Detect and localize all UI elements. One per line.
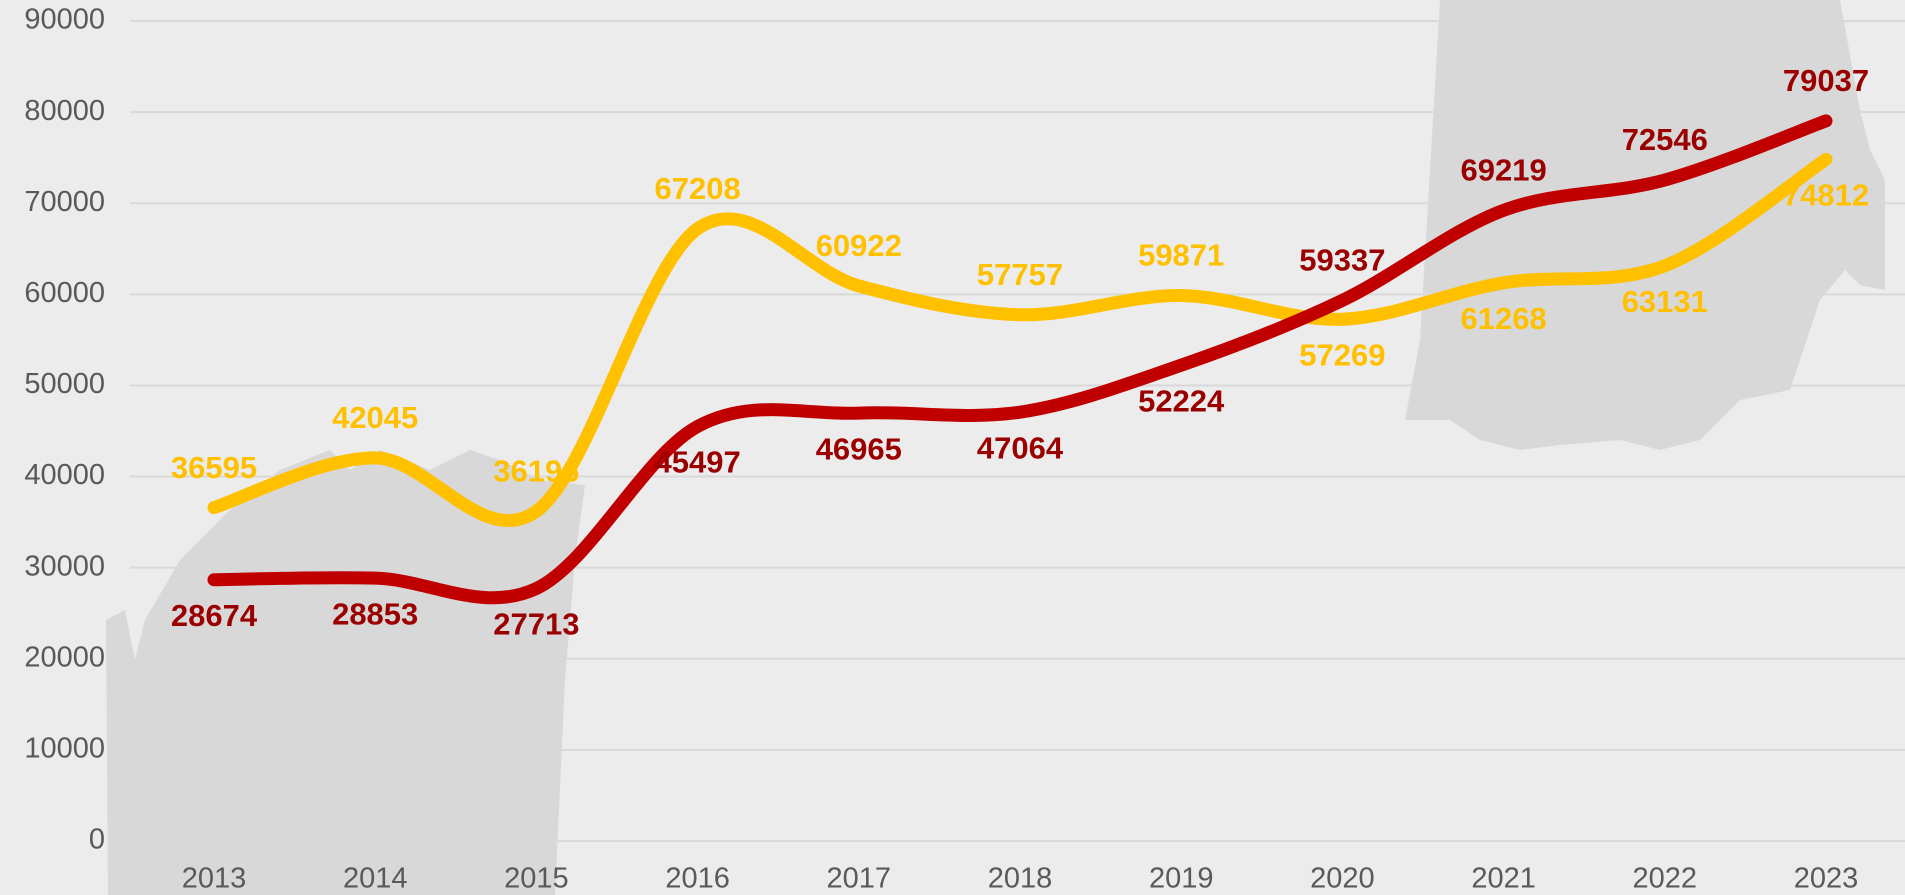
data-label: 74812: [1783, 178, 1869, 213]
grid: 0 10000 20000 30000 40000 50000 60000 70000 8000…: [24, 4, 1905, 895]
y-tick-label: 60000: [24, 277, 105, 309]
x-tick-label: 2015: [504, 863, 569, 895]
data-label: 42045: [332, 400, 418, 435]
data-label: 36595: [171, 450, 257, 485]
series-line: [207, 114, 1833, 605]
lines: [207, 114, 1833, 605]
x-tick-label: 2013: [182, 863, 247, 895]
data-label: 60922: [816, 228, 902, 263]
data-label: 67208: [654, 171, 740, 206]
labels: 36595 42045 36196 67208 60922 57757 59871 57269…: [171, 63, 1869, 642]
x-tick-label: 2023: [1794, 863, 1859, 895]
y-tick-label: 30000: [24, 550, 105, 582]
data-label: 57757: [977, 257, 1063, 292]
x-tick-label: 2014: [343, 863, 408, 895]
y-tick-label: 80000: [24, 95, 105, 127]
y-tick-label: 0: [89, 824, 105, 856]
y-tick-label: 20000: [24, 641, 105, 673]
data-label: 46965: [816, 431, 902, 466]
y-tick-label: 40000: [24, 459, 105, 491]
y-tick-label: 90000: [24, 4, 105, 36]
data-label: 59871: [1138, 238, 1224, 273]
series-line: [207, 152, 1833, 528]
x-tick-label: 2021: [1471, 863, 1536, 895]
data-label: 72546: [1622, 122, 1708, 157]
data-label: 28853: [332, 596, 418, 631]
data-label: 57269: [1299, 337, 1385, 372]
x-tick-label: 2020: [1310, 863, 1375, 895]
x-tick-label: 2018: [988, 863, 1053, 895]
data-label: 69219: [1460, 153, 1546, 188]
data-label: 28674: [171, 598, 258, 633]
data-label: 61268: [1460, 301, 1546, 336]
data-label: 27713: [493, 607, 579, 642]
y-tick-label: 70000: [24, 186, 105, 218]
x-tick-label: 2019: [1149, 863, 1214, 895]
x-tick-label: 2022: [1633, 863, 1698, 895]
data-label: 59337: [1299, 243, 1385, 278]
y-tick-label: 10000: [24, 733, 105, 765]
y-tick-label: 50000: [24, 368, 105, 400]
x-tick-label: 2016: [665, 863, 730, 895]
data-label: 47064: [977, 430, 1064, 465]
data-label: 52224: [1138, 383, 1225, 418]
data-label: 45497: [654, 445, 740, 480]
data-label: 63131: [1622, 284, 1708, 319]
data-label: 36196: [493, 453, 579, 488]
data-label: 79037: [1783, 63, 1869, 98]
x-tick-label: 2017: [827, 863, 892, 895]
